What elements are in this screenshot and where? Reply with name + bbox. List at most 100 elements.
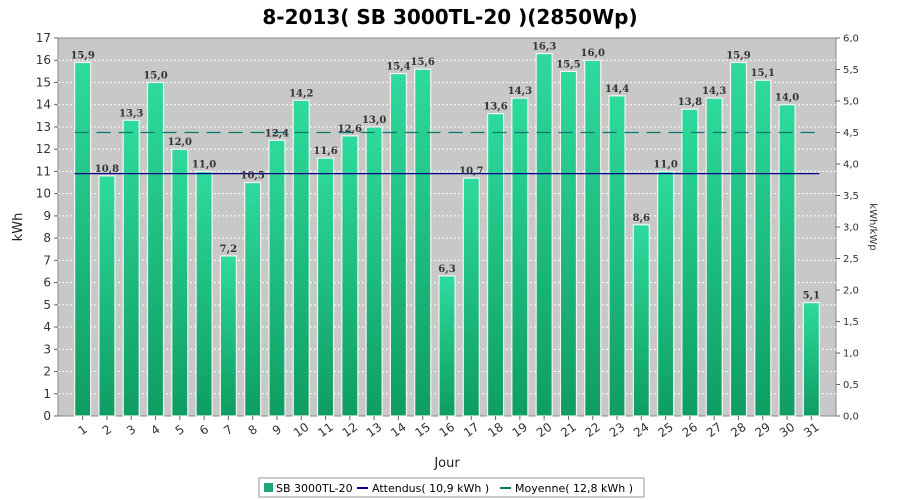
- x-tick-label: 10: [291, 420, 312, 440]
- bar: [559, 70, 578, 417]
- x-tick-label: 5: [173, 422, 187, 438]
- x-tick-label: 30: [777, 420, 798, 440]
- bar: [98, 175, 116, 417]
- y2-tick-label: 0,0: [843, 412, 859, 423]
- legend-label-moyenne: Moyenne( 12,8 kWh ): [515, 482, 633, 495]
- data-label: 13,8: [678, 97, 702, 108]
- data-label: 15,1: [751, 68, 775, 79]
- x-tick-label: 21: [558, 420, 579, 440]
- y-tick-label: 0: [43, 409, 51, 423]
- y-tick-label: 8: [43, 231, 51, 245]
- x-tick-label: 25: [655, 420, 676, 440]
- x-tick-label: 28: [728, 420, 749, 440]
- data-label: 14,0: [775, 93, 799, 104]
- y-tick-label: 17: [36, 31, 51, 45]
- bar: [74, 61, 92, 417]
- x-tick-label: 22: [582, 420, 603, 440]
- legend-label-bar: SB 3000TL-20: [276, 482, 353, 495]
- bar: [535, 52, 553, 417]
- y2-axis-label: kWh/kWp: [867, 203, 878, 250]
- y-axis-label: kWh: [11, 213, 26, 242]
- bar: [584, 59, 602, 417]
- x-tick-label: 24: [631, 420, 652, 440]
- bar: [438, 275, 456, 417]
- bar: [219, 255, 238, 417]
- y-tick-label: 7: [43, 253, 51, 267]
- legend: SB 3000TL-20 Attendus( 10,9 kWh ) Moyenn…: [258, 477, 645, 498]
- reference-lines: [74, 131, 820, 175]
- bar: [681, 108, 699, 417]
- data-label: 12,6: [338, 124, 362, 135]
- x-tick-label: 6: [197, 422, 211, 438]
- x-tick-label: 20: [534, 420, 555, 440]
- x-tick-label: 15: [412, 420, 433, 440]
- y-tick-label: 2: [43, 365, 51, 379]
- y-tick-label: 11: [36, 164, 51, 178]
- data-labels: 15,910,813,315,012,011,07,210,512,414,21…: [70, 42, 820, 302]
- bar: [414, 68, 432, 417]
- data-label: 15,5: [556, 59, 580, 70]
- data-label: 13,3: [119, 108, 143, 119]
- chart-title: 8-2013( SB 3000TL-20 )(2850Wp): [262, 5, 637, 29]
- x-tick-label: 11: [315, 420, 336, 440]
- x-axis-ticks: 1 2 3 4 5 6 7 8 9 10 11 12 13 14 15 16 17 18 19 20 21 22 23 24 2…: [76, 416, 822, 440]
- y2-tick-label: 1,5: [843, 317, 859, 328]
- data-label: 8,6: [633, 213, 650, 224]
- bar: [122, 119, 140, 417]
- data-label: 7,2: [220, 244, 237, 255]
- data-label: 15,9: [726, 50, 750, 61]
- bar: [171, 148, 189, 417]
- data-label: 14,3: [702, 86, 726, 97]
- data-label: 12,0: [168, 137, 192, 148]
- data-label: 15,6: [411, 57, 435, 68]
- data-label: 14,2: [289, 88, 313, 99]
- bar: [608, 95, 626, 417]
- y-tick-label: 13: [36, 120, 51, 134]
- data-label: 15,4: [386, 62, 410, 73]
- x-tick-label: 29: [753, 420, 774, 440]
- x-tick-label: 31: [801, 420, 822, 440]
- y-tick-label: 9: [43, 209, 51, 223]
- x-tick-label: 23: [607, 420, 628, 440]
- bar: [244, 181, 262, 417]
- legend-box: [258, 477, 645, 498]
- bar: [705, 97, 723, 417]
- y-tick-label: 6: [43, 276, 51, 290]
- x-tick-label: 3: [124, 422, 138, 438]
- y2-tick-label: 3,5: [843, 191, 859, 202]
- y-tick-label: 1: [43, 387, 51, 401]
- y-tick-label: 3: [43, 342, 51, 356]
- x-tick-label: 4: [148, 422, 162, 438]
- bar: [365, 126, 383, 417]
- bar: [195, 170, 213, 417]
- bar: [389, 72, 408, 417]
- data-label: 15,9: [70, 50, 94, 61]
- x-tick-label: 14: [388, 420, 409, 440]
- y-tick-label: 4: [43, 320, 51, 334]
- y2-tick-label: 5,5: [843, 65, 859, 76]
- bar: [656, 170, 675, 417]
- data-label: 16,3: [532, 42, 556, 53]
- x-tick-label: 9: [270, 422, 284, 438]
- y-tick-label: 5: [43, 298, 51, 312]
- y2-tick-label: 2,5: [843, 254, 859, 265]
- data-label: 6,3: [438, 264, 455, 275]
- data-label: 11,6: [313, 146, 337, 157]
- bar: [462, 177, 480, 417]
- x-tick-label: 12: [340, 420, 361, 440]
- bar: [632, 224, 650, 417]
- legend-swatch-bar: [264, 483, 273, 492]
- legend-label-attendus: Attendus( 10,9 kWh ): [372, 482, 489, 495]
- data-label: 11,0: [653, 159, 677, 170]
- y-tick-label: 12: [36, 142, 51, 156]
- x-tick-label: 7: [221, 422, 235, 438]
- data-label: 10,7: [459, 166, 483, 177]
- x-tick-label: 18: [485, 420, 506, 440]
- x-tick-label: 2: [100, 422, 114, 438]
- x-tick-label: 13: [364, 420, 385, 440]
- y2-tick-label: 3,0: [843, 223, 859, 234]
- y2-tick-label: 1,0: [843, 349, 859, 360]
- data-label: 10,8: [95, 164, 119, 175]
